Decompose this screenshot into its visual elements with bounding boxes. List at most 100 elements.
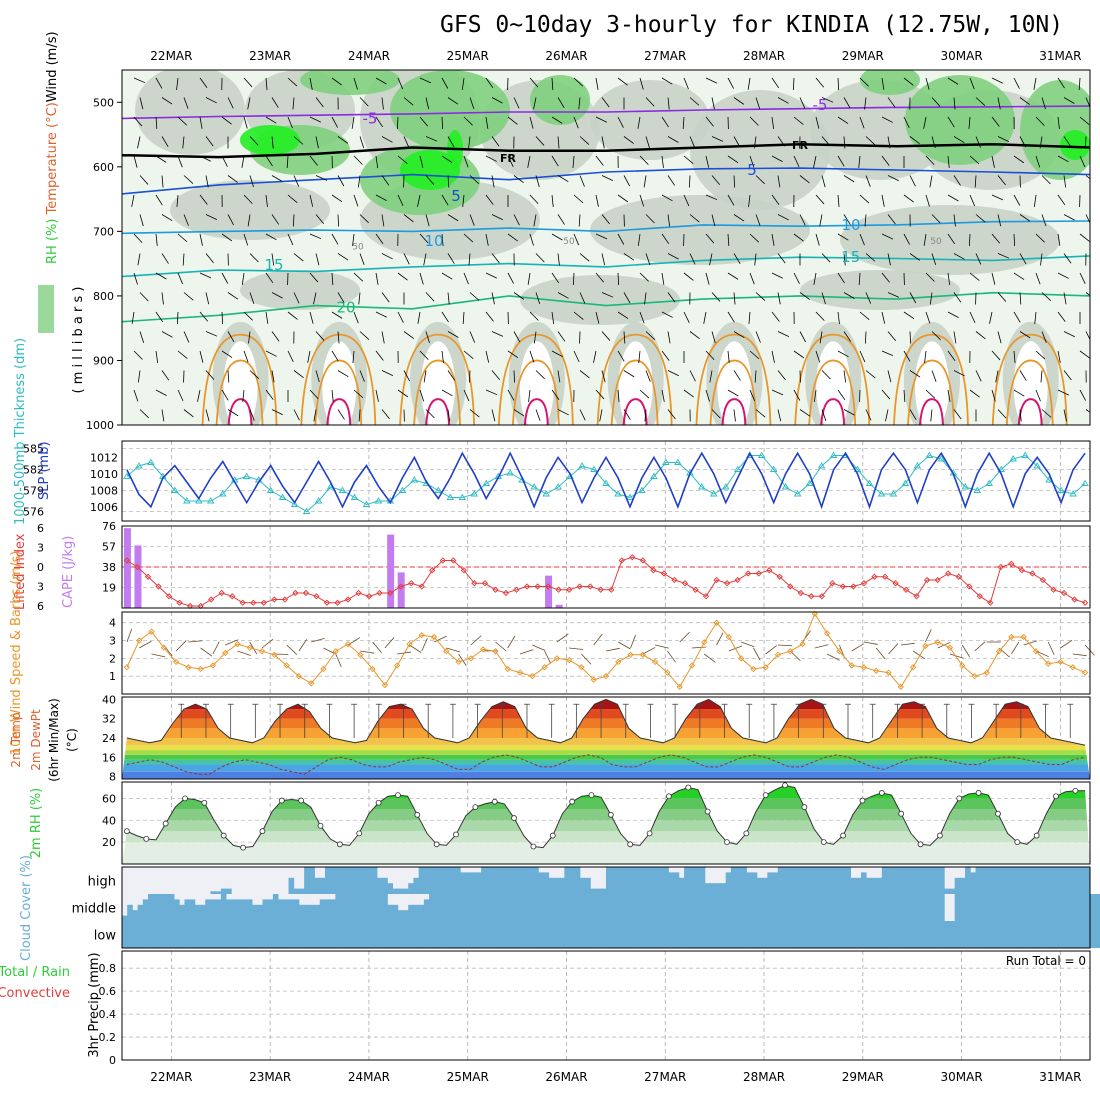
cloud-middle-bar bbox=[767, 894, 773, 921]
cloud-high-bar bbox=[320, 878, 326, 894]
cloud-low-bar bbox=[1038, 921, 1044, 948]
cloud-middle-bar bbox=[575, 894, 581, 921]
cloud-low-bar bbox=[575, 921, 581, 948]
t2-tick-label: 40 bbox=[102, 693, 116, 706]
cloud-middle-bar bbox=[408, 905, 414, 921]
cloud-middle-bar bbox=[200, 905, 206, 921]
cloud-middle-bar bbox=[132, 910, 138, 921]
cloud-high-bar bbox=[871, 878, 877, 894]
cloud-high-bar bbox=[996, 867, 1002, 894]
cloud-middle-bar bbox=[309, 905, 315, 921]
cloud-middle-bar bbox=[387, 905, 393, 921]
cloud-middle-bar bbox=[169, 894, 175, 921]
cloud-middle-bar bbox=[1033, 894, 1039, 921]
cloud-middle-bar bbox=[299, 905, 305, 921]
cloud-low-bar bbox=[674, 921, 680, 948]
rh-point bbox=[124, 829, 129, 834]
cloud-middle-bar bbox=[752, 894, 758, 921]
cloud-high-bar bbox=[367, 867, 373, 894]
thickness-point bbox=[1082, 481, 1088, 486]
cloud-middle-bar bbox=[419, 905, 425, 921]
cloud-low-bar bbox=[684, 921, 690, 948]
cloud-low-bar bbox=[720, 921, 726, 948]
cloud-high-bar bbox=[726, 872, 732, 894]
cloud-middle-bar bbox=[356, 894, 362, 921]
cloud-low-bar bbox=[804, 921, 810, 948]
cloud-low-bar bbox=[387, 921, 393, 948]
cloud-low-bar bbox=[710, 921, 716, 948]
cloud-high-bar bbox=[653, 867, 659, 894]
cloud-high-bar bbox=[408, 883, 414, 894]
w10-barb bbox=[975, 642, 986, 651]
cloud-middle-bar bbox=[856, 894, 862, 921]
cloud-low-bar bbox=[996, 921, 1002, 948]
cloud-low-bar bbox=[1069, 921, 1075, 948]
rh-point bbox=[357, 831, 362, 836]
cloud-high-bar bbox=[663, 867, 669, 894]
w10-barb bbox=[741, 642, 754, 647]
cloud-middle-bar bbox=[184, 899, 190, 921]
cloud-high-bar bbox=[637, 867, 643, 894]
cloud-middle-bar bbox=[1007, 894, 1013, 921]
contour-label: 5 bbox=[451, 187, 461, 205]
rh-point bbox=[163, 821, 168, 826]
cloud-high-bar bbox=[981, 867, 987, 894]
slp-tick-label: 1010 bbox=[90, 468, 118, 481]
cloud-high-bar bbox=[1048, 867, 1054, 894]
cloud-low-bar bbox=[908, 921, 914, 948]
cloud-middle-bar bbox=[684, 894, 690, 921]
cloud-low-bar bbox=[1090, 921, 1096, 948]
w10-barb bbox=[532, 645, 545, 650]
cloud-low-bar bbox=[871, 921, 877, 948]
rh-point bbox=[260, 829, 265, 834]
cloud-high-bar bbox=[747, 872, 753, 894]
w10-barb bbox=[581, 654, 591, 664]
cloud-low-bar bbox=[210, 921, 216, 948]
cloud-low-bar bbox=[497, 921, 503, 948]
bottom-date-label: 31MAR bbox=[1039, 1070, 1081, 1084]
cloud-low-bar bbox=[840, 921, 846, 948]
cloud-middle-bar bbox=[346, 894, 352, 921]
cloud-low-bar bbox=[622, 921, 628, 948]
rh-point bbox=[376, 800, 381, 805]
cloud-low-bar bbox=[934, 921, 940, 948]
cloud-low-bar bbox=[658, 921, 664, 948]
cloud-middle-bar bbox=[257, 905, 263, 921]
w10-barb bbox=[520, 650, 533, 654]
cloud-low-bar bbox=[736, 921, 742, 948]
rh-point bbox=[937, 833, 942, 838]
cloud-middle-bar bbox=[445, 894, 451, 921]
cloud-low-bar bbox=[471, 921, 477, 948]
cloud-middle-bar bbox=[674, 894, 680, 921]
ytick-label: 600 bbox=[93, 161, 114, 174]
cloud-low-bar bbox=[929, 921, 935, 948]
cloud-middle-bar bbox=[866, 894, 872, 921]
cloud-low-bar bbox=[179, 921, 185, 948]
cloud-high-bar bbox=[825, 867, 831, 894]
top-date-label: 26MAR bbox=[545, 49, 587, 63]
rh-point bbox=[144, 836, 149, 841]
cloud-low-bar bbox=[788, 921, 794, 948]
ytick-label: 700 bbox=[93, 225, 114, 238]
cloud-high-bar bbox=[814, 867, 820, 894]
temp-band bbox=[122, 719, 1090, 729]
cloud-high-bar bbox=[689, 867, 695, 894]
rh-point bbox=[434, 842, 439, 847]
rh-point bbox=[899, 811, 904, 816]
cloud-high-bar bbox=[949, 889, 955, 894]
bottom-date-label: 22MAR bbox=[150, 1070, 192, 1084]
cloud-low-bar bbox=[408, 921, 414, 948]
w10-barb bbox=[962, 645, 969, 657]
rh-point bbox=[918, 842, 923, 847]
cloud-high-bar bbox=[976, 867, 982, 894]
cloud-high-bar bbox=[809, 867, 815, 894]
cloud-low-bar bbox=[726, 921, 732, 948]
cloud-high-bar bbox=[585, 878, 591, 894]
cloud-low-bar bbox=[445, 921, 451, 948]
cloud-low-bar bbox=[127, 921, 133, 948]
cape-bar bbox=[387, 535, 394, 608]
cloud-low-bar bbox=[955, 921, 961, 948]
cloud-middle-bar bbox=[632, 894, 638, 921]
w10-barb bbox=[827, 654, 839, 660]
